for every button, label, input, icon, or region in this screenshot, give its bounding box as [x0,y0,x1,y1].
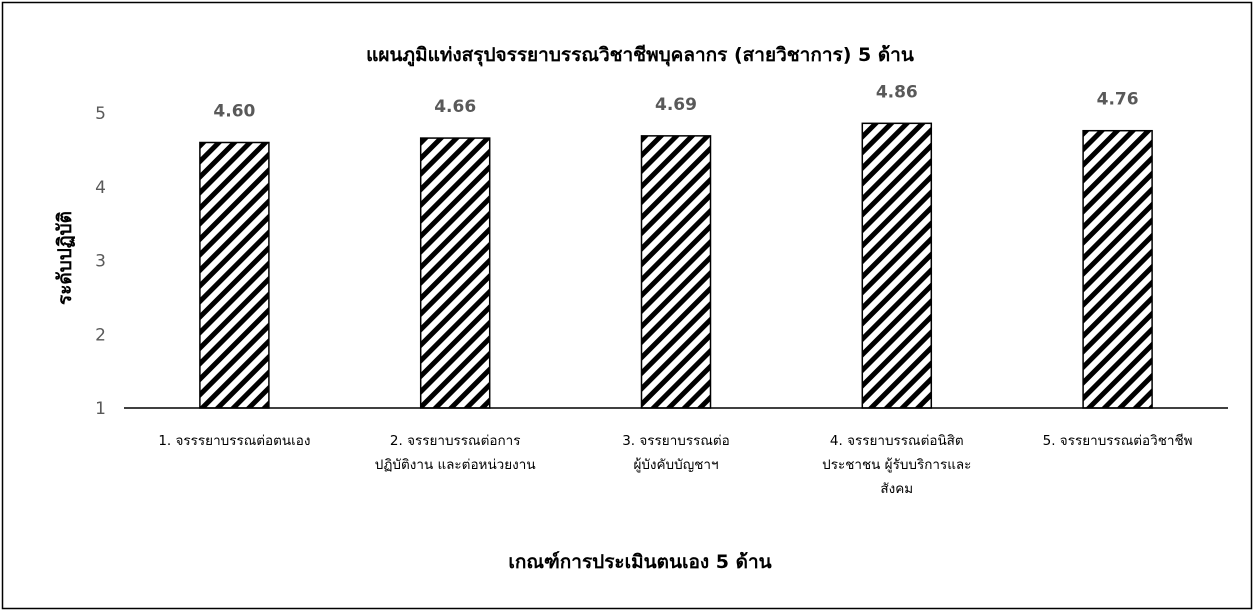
y-tick-label: 1 [95,399,106,419]
data-label: 4.69 [655,95,697,115]
x-axis-title: เกณฑ์การประเมินตนเอง 5 ด้าน [508,551,771,573]
y-tick-label: 3 [95,252,106,272]
x-tick-label: 3. จรรยาบรรณต่อผู้บังคับบัญชาฯ [622,433,730,473]
x-tick-label: 4. จรรยาบรรณต่อนิสิตประชาชน ผู้รับบริการ… [822,433,971,497]
y-tick-label: 5 [95,104,106,124]
bar [419,137,491,409]
bar [1082,129,1153,409]
y-tick-label: 4 [95,178,106,198]
bar [640,135,712,409]
x-tick-label: 1. จรรรยาบรรณต่อตนเอง [158,433,310,449]
x-tick-label: 5. จรรยาบรรณต่อวิชาชีพ [1043,433,1193,449]
x-tick-label: 2. จรรยาบรรณต่อการปฏิบัติงาน และต่อหน่วย… [375,433,536,473]
data-label: 4.66 [434,97,476,117]
bar [861,122,933,409]
data-label: 4.86 [876,82,918,102]
data-label: 4.76 [1097,90,1139,110]
y-tick-label: 2 [95,325,106,345]
chart-title: แผนภูมิแท่งสรุปจรรยาบรรณวิชาชีพบุคลากร (… [366,44,914,67]
data-label: 4.60 [213,102,255,122]
y-axis-title: ระดับปฏิบัติ [54,211,76,305]
bar [199,141,270,409]
